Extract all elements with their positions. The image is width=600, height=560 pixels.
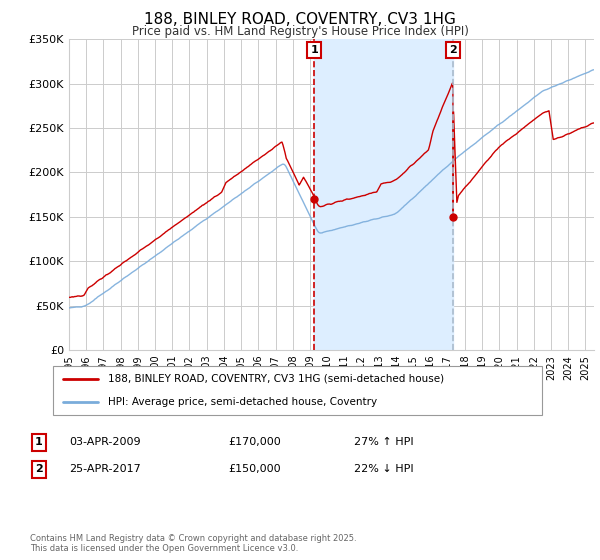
Text: 2: 2 <box>35 464 43 474</box>
Text: 1: 1 <box>310 45 318 55</box>
Text: 25-APR-2017: 25-APR-2017 <box>69 464 141 474</box>
Text: 22% ↓ HPI: 22% ↓ HPI <box>354 464 413 474</box>
Text: 27% ↑ HPI: 27% ↑ HPI <box>354 437 413 447</box>
Text: £150,000: £150,000 <box>228 464 281 474</box>
Bar <box>314 39 454 350</box>
Text: HPI: Average price, semi-detached house, Coventry: HPI: Average price, semi-detached house,… <box>109 397 377 407</box>
Text: £170,000: £170,000 <box>228 437 281 447</box>
Text: 2: 2 <box>449 45 457 55</box>
Text: 188, BINLEY ROAD, COVENTRY, CV3 1HG: 188, BINLEY ROAD, COVENTRY, CV3 1HG <box>144 12 456 27</box>
Text: 03-APR-2009: 03-APR-2009 <box>69 437 140 447</box>
Text: 1: 1 <box>35 437 43 447</box>
FancyBboxPatch shape <box>53 366 542 415</box>
Text: Price paid vs. HM Land Registry's House Price Index (HPI): Price paid vs. HM Land Registry's House … <box>131 25 469 38</box>
Text: Contains HM Land Registry data © Crown copyright and database right 2025.
This d: Contains HM Land Registry data © Crown c… <box>30 534 356 553</box>
Text: 188, BINLEY ROAD, COVENTRY, CV3 1HG (semi-detached house): 188, BINLEY ROAD, COVENTRY, CV3 1HG (sem… <box>109 374 445 384</box>
